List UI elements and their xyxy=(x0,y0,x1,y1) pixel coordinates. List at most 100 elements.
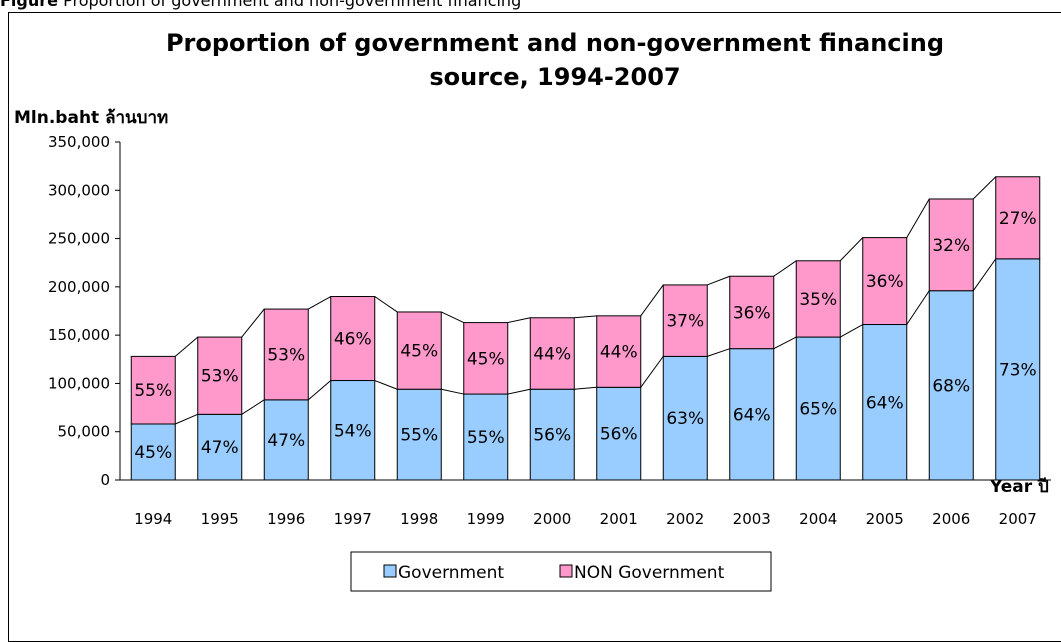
x-tick-label: 2004 xyxy=(799,510,837,528)
data-label-government: 55% xyxy=(467,428,505,448)
data-label-non-government: 44% xyxy=(533,344,571,364)
bar-non-government xyxy=(862,237,908,326)
data-label-government: 64% xyxy=(733,405,771,425)
plot-area: 0 50,000 100,000 150,000 200,000 250,000 300,0… xyxy=(48,133,1051,528)
series-line-government xyxy=(972,258,997,292)
series-line-government xyxy=(640,356,664,388)
bar-non-government xyxy=(596,315,642,388)
data-label-non-government: 36% xyxy=(733,303,771,323)
bar-government xyxy=(995,258,1041,481)
bar-non-government xyxy=(197,336,243,415)
series-line-non-government xyxy=(174,336,199,357)
series-line-non-government xyxy=(906,198,930,238)
x-tick-label: 2007 xyxy=(999,510,1037,528)
data-label-non-government: 36% xyxy=(866,272,904,292)
series-line-government xyxy=(906,290,930,325)
data-label-non-government: 32% xyxy=(932,236,970,256)
data-label-non-government: 53% xyxy=(267,345,305,365)
series-line-non-government xyxy=(574,315,597,319)
data-label-government: 56% xyxy=(533,426,571,446)
bar-government xyxy=(130,423,176,481)
data-label-non-government: 45% xyxy=(400,342,438,362)
bar-non-government xyxy=(662,284,708,357)
bar-non-government xyxy=(529,317,575,390)
chart-title-line-2: source, 1994-2007 xyxy=(429,63,680,91)
y-tick-label: 300,000 xyxy=(48,181,110,199)
series-line-government xyxy=(840,324,863,338)
legend-label-non-government: NON Government xyxy=(574,563,725,583)
bar-government xyxy=(662,355,708,481)
bar-government xyxy=(396,388,442,481)
data-label-non-government: 35% xyxy=(799,290,837,310)
data-label-non-government: 55% xyxy=(134,381,172,401)
bar-non-government xyxy=(396,311,442,390)
data-label-government: 65% xyxy=(799,400,837,420)
bar-government xyxy=(596,386,642,481)
series-line-government xyxy=(374,380,398,390)
legend-swatch-government xyxy=(383,564,397,578)
series-line-non-government xyxy=(839,237,864,262)
y-tick-label: 200,000 xyxy=(48,278,110,296)
x-tick-label: 2006 xyxy=(932,510,970,528)
series-line-non-government xyxy=(707,275,730,286)
chart-title-line-1: Proportion of government and non-governm… xyxy=(166,29,944,57)
x-tick-label: 1998 xyxy=(400,510,438,528)
x-tick-label: 2005 xyxy=(866,510,904,528)
x-tick-label: 1996 xyxy=(267,510,305,528)
bar-non-government xyxy=(463,322,509,395)
bar-government xyxy=(197,413,243,481)
legend-label-government: Government xyxy=(398,563,504,583)
series-line-government xyxy=(441,388,464,395)
data-label-government: 73% xyxy=(999,360,1037,380)
series-line-government xyxy=(307,380,332,401)
figure-caption-text: Proportion of government and non-governm… xyxy=(63,0,522,10)
data-label-government: 55% xyxy=(400,426,438,446)
data-label-non-government: 46% xyxy=(334,330,372,350)
x-axis-title: Year ปี xyxy=(989,476,1049,497)
top-caption-strip: Figure Proportion of government and non-… xyxy=(0,0,1061,12)
legend-swatch-non-government xyxy=(559,564,573,578)
data-label-non-government: 27% xyxy=(999,209,1037,229)
stacked-bar-chart: Proportion of government and non-governm… xyxy=(14,29,1051,592)
series-line-government xyxy=(574,386,597,390)
series-line-non-government xyxy=(241,308,265,338)
figure-caption-label: Figure xyxy=(0,0,58,10)
bar-government xyxy=(330,380,376,481)
series-line-non-government xyxy=(308,296,331,310)
data-label-non-government: 53% xyxy=(201,367,239,387)
series-line-government xyxy=(773,336,797,350)
data-label-government: 54% xyxy=(334,421,372,441)
y-tick-label: 100,000 xyxy=(48,374,110,392)
bar-non-government xyxy=(995,176,1041,260)
bar-non-government xyxy=(330,296,376,382)
bar-government xyxy=(529,388,575,481)
series-line-government xyxy=(175,413,198,425)
legend: Government NON Government xyxy=(350,551,772,592)
series-line-non-government xyxy=(640,284,664,317)
series-line-government xyxy=(241,399,265,415)
data-label-government: 64% xyxy=(866,393,904,413)
bar-government xyxy=(795,336,841,481)
data-label-government: 63% xyxy=(666,409,704,429)
data-label-non-government: 44% xyxy=(600,343,638,363)
data-label-government: 45% xyxy=(134,443,172,463)
bar-non-government xyxy=(729,275,775,350)
x-tick-label: 1997 xyxy=(334,510,372,528)
bar-non-government xyxy=(263,308,309,401)
bar-non-government xyxy=(928,198,974,292)
bar-government xyxy=(463,393,509,481)
y-tick-label: 0 xyxy=(100,471,110,489)
figure-caption: Figure Proportion of government and non-… xyxy=(0,0,521,10)
x-tick-label: 2001 xyxy=(600,510,638,528)
x-tick-label: 2003 xyxy=(733,510,771,528)
y-tick-label: 350,000 xyxy=(48,133,110,151)
x-tick-label: 1994 xyxy=(134,510,172,528)
bar-non-government xyxy=(130,355,176,425)
y-axis-title: Mln.baht ล้านบาท xyxy=(14,108,168,128)
series-line-government xyxy=(507,388,531,395)
data-label-government: 68% xyxy=(932,376,970,396)
chart-frame: Proportion of government and non-governm… xyxy=(8,12,1061,642)
data-label-non-government: 45% xyxy=(467,349,505,369)
series-line-non-government xyxy=(773,260,797,277)
series-line-government xyxy=(707,348,730,357)
